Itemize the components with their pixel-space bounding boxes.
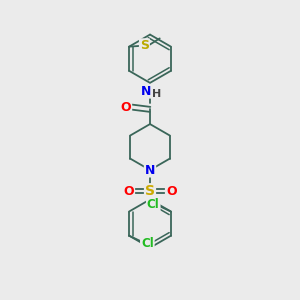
Text: Cl: Cl xyxy=(141,236,154,250)
Text: O: O xyxy=(124,185,134,198)
Text: O: O xyxy=(121,100,131,113)
Text: N: N xyxy=(141,85,152,98)
Text: S: S xyxy=(140,39,149,52)
Text: H: H xyxy=(152,89,161,99)
Text: O: O xyxy=(166,185,176,198)
Text: S: S xyxy=(145,184,155,198)
Text: N: N xyxy=(145,164,155,176)
Text: Cl: Cl xyxy=(147,198,160,211)
